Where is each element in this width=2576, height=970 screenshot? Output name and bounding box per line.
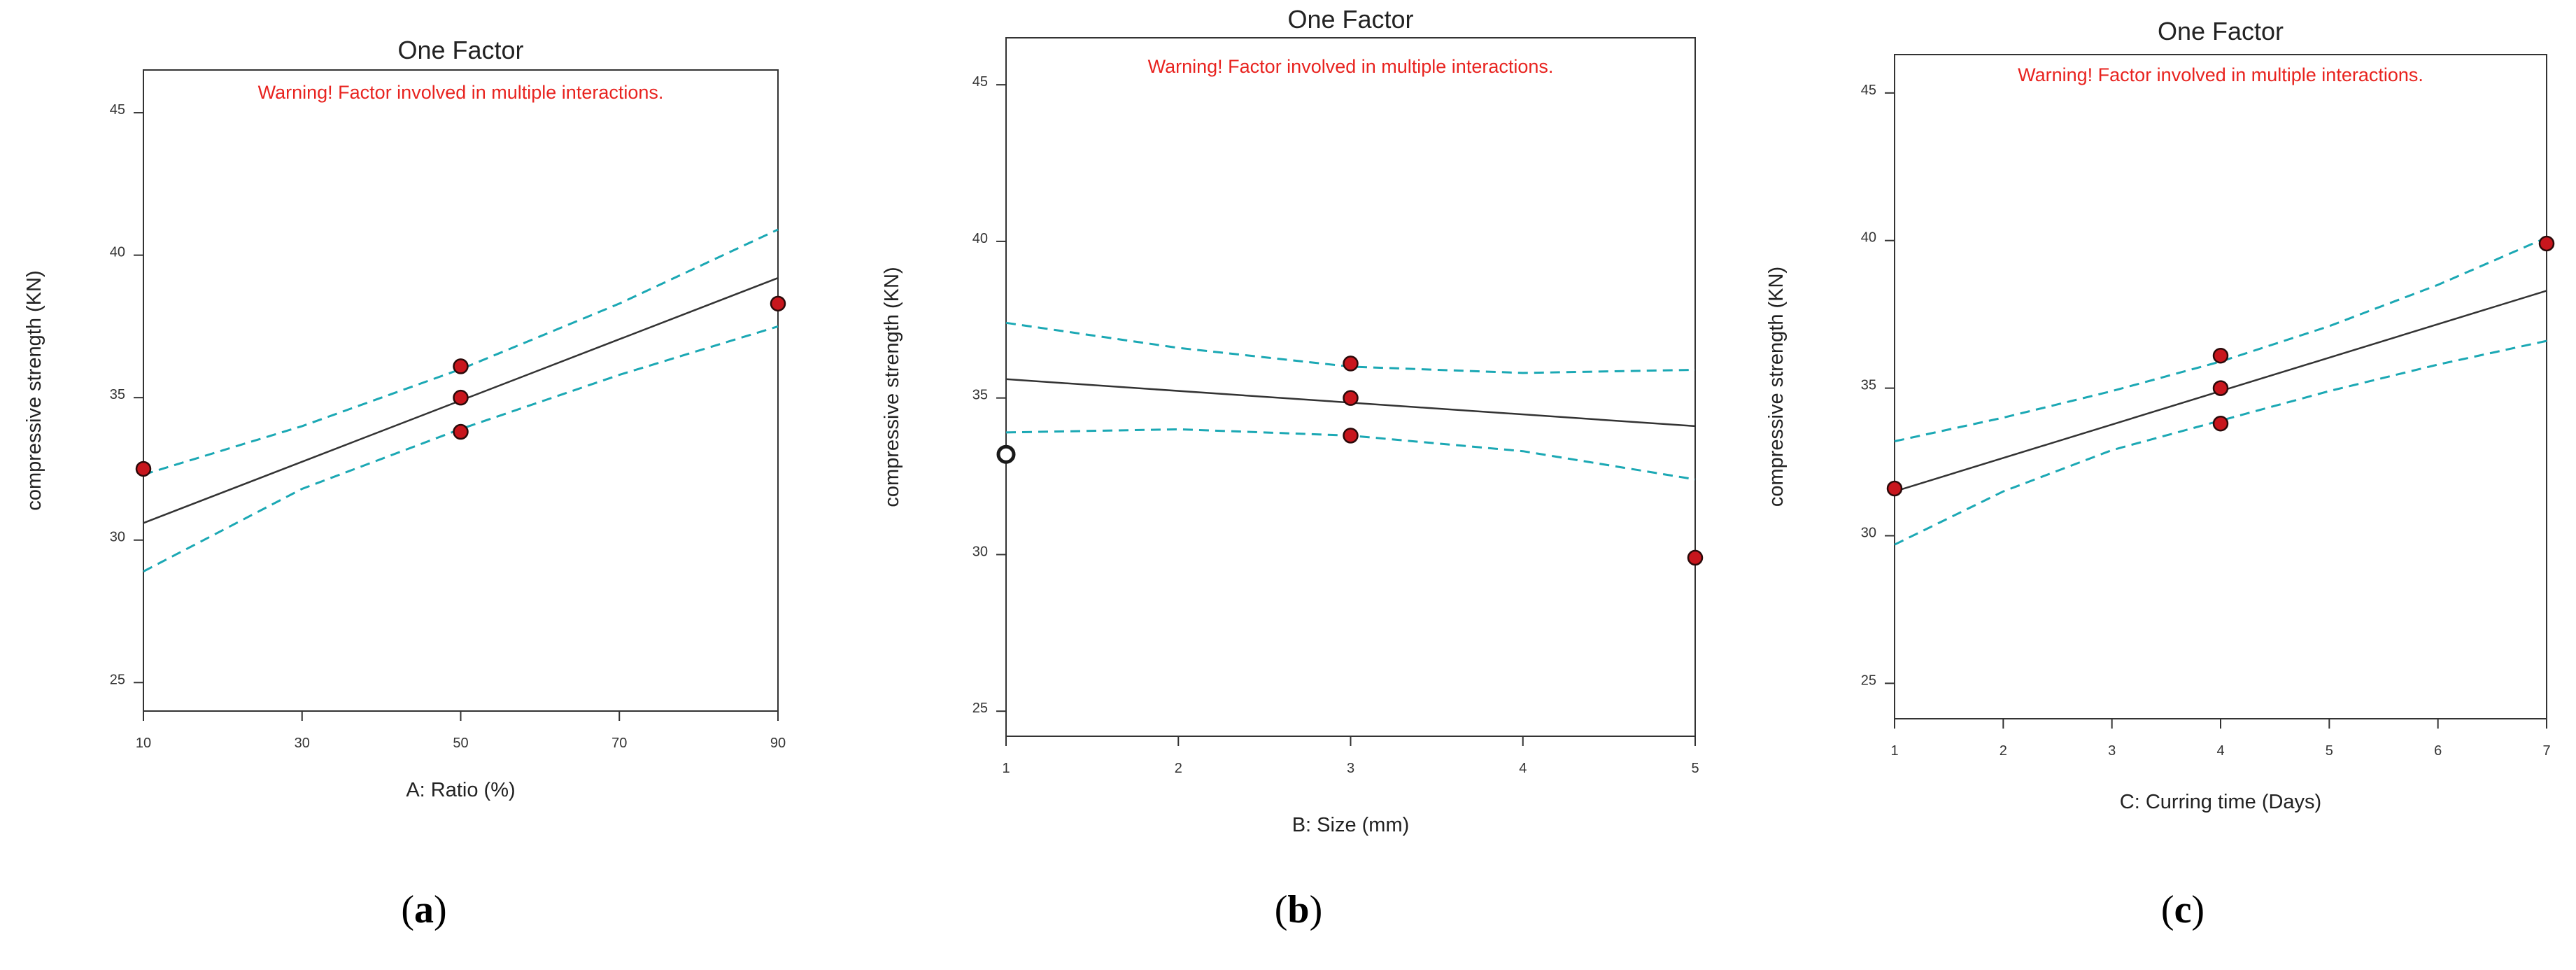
- chart-title: One Factor: [1287, 5, 1413, 34]
- interaction-warning: Warning! Factor involved in multiple int…: [2018, 64, 2423, 85]
- interaction-warning: Warning! Factor involved in multiple int…: [258, 82, 664, 103]
- panel-caption-letter: b: [1287, 888, 1309, 932]
- x-tick-label: 2: [1175, 761, 1182, 776]
- x-tick-label: 3: [1347, 761, 1354, 776]
- y-tick-label: 35: [972, 388, 988, 403]
- design-point: [1343, 356, 1359, 372]
- x-axis-label: C: Curring time (Days): [2120, 791, 2321, 813]
- y-tick-label: 45: [972, 74, 988, 90]
- design-point: [1343, 390, 1359, 406]
- interaction-warning: Warning! Factor involved in multiple int…: [1148, 56, 1554, 77]
- panel-caption: (b): [1275, 888, 1322, 932]
- y-tick-label: 45: [110, 102, 125, 118]
- panel-caption-letter: a: [414, 888, 434, 932]
- design-point: [770, 295, 786, 312]
- chart-title: One Factor: [2158, 17, 2284, 45]
- design-point: [135, 461, 152, 477]
- design-point: [1886, 480, 1903, 497]
- x-tick-label: 10: [136, 736, 151, 751]
- y-axis-label: compressive strength (KN): [881, 267, 903, 507]
- design-point: [1343, 428, 1359, 444]
- chart-panel-c: One Factor Warning! Factor involved in mu…: [1765, 17, 2555, 932]
- chart-panel-b: One Factor Warning! Factor involved in mu…: [881, 5, 1704, 932]
- design-point: [1687, 549, 1704, 566]
- panel-caption: (c): [2161, 888, 2205, 932]
- design-point: [2212, 380, 2229, 396]
- x-axis-label: A: Ratio (%): [406, 779, 515, 801]
- design-point: [2212, 347, 2229, 364]
- x-tick-label: 5: [1691, 761, 1699, 776]
- panel-caption: (a): [401, 888, 446, 932]
- x-tick-label: 4: [1519, 761, 1527, 776]
- x-tick-label: 4: [2216, 743, 2224, 759]
- ci-upper-line: [1894, 237, 2547, 442]
- x-tick-label: 90: [770, 736, 786, 751]
- y-tick-label: 40: [110, 245, 125, 260]
- panel-caption-letter: c: [2174, 888, 2192, 932]
- x-tick-label: 3: [2108, 743, 2116, 759]
- x-tick-label: 2: [2000, 743, 2007, 759]
- ci-upper-line: [143, 228, 779, 476]
- x-tick-label: 70: [611, 736, 627, 751]
- x-tick-label: 6: [2434, 743, 2442, 759]
- y-tick-label: 45: [1861, 83, 1876, 98]
- design-point: [453, 358, 469, 374]
- x-tick-label: 30: [295, 736, 310, 751]
- y-tick-label: 30: [1861, 525, 1876, 540]
- ci-lower-line: [143, 325, 779, 572]
- y-tick-label: 35: [1861, 378, 1876, 393]
- y-axis-label: compressive strength (KN): [1765, 267, 1788, 507]
- chart-panel-a: One Factor Warning! Factor involved in mu…: [23, 36, 786, 932]
- x-tick-label: 7: [2542, 743, 2550, 759]
- y-tick-label: 30: [110, 530, 125, 545]
- y-tick-label: 40: [1861, 230, 1876, 246]
- y-tick-label: 30: [972, 544, 988, 559]
- x-tick-label: 1: [1002, 761, 1010, 776]
- design-point: [2212, 415, 2229, 432]
- ci-lower-line: [1894, 339, 2547, 546]
- y-tick-label: 25: [972, 701, 988, 716]
- y-tick-label: 25: [110, 672, 125, 687]
- y-tick-label: 40: [972, 231, 988, 246]
- design-point: [453, 389, 469, 406]
- x-tick-label: 5: [2326, 743, 2333, 759]
- y-tick-label: 25: [1861, 673, 1876, 688]
- chart-title: One Factor: [397, 36, 523, 64]
- y-axis-label: compressive strength (KN): [23, 270, 45, 510]
- open-design-point: [996, 444, 1016, 464]
- x-tick-label: 50: [453, 736, 468, 751]
- design-point: [2538, 235, 2555, 252]
- y-tick-label: 35: [110, 387, 125, 402]
- design-point: [453, 423, 469, 440]
- x-tick-label: 1: [1890, 743, 1898, 759]
- x-axis-label: B: Size (mm): [1292, 814, 1410, 836]
